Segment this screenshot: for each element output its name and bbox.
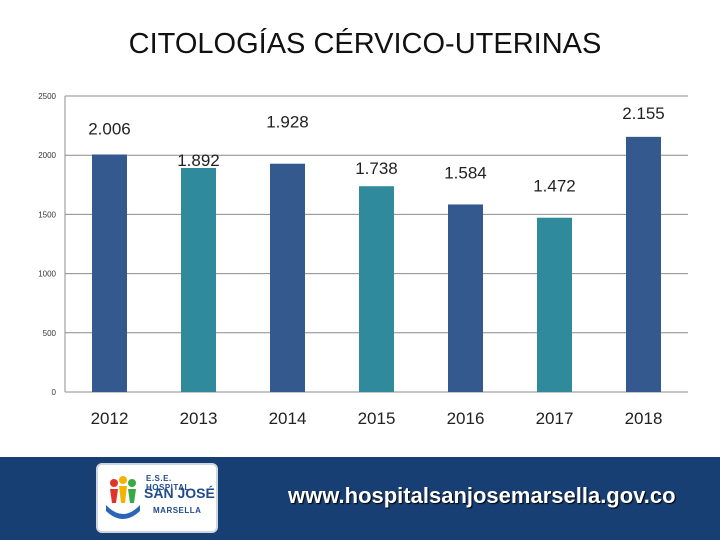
- logo-line3: MARSELLA: [153, 506, 202, 515]
- data-labels: 2.006 1.892 1.928 1.738 1.584 1.472 2.155: [88, 104, 665, 196]
- x-tick-label: 2015: [358, 409, 396, 428]
- y-tick-label: 0: [52, 388, 57, 397]
- bar-2015: [359, 186, 394, 392]
- x-tick-label: 2013: [180, 409, 218, 428]
- bar-2016: [448, 204, 483, 392]
- x-tick-label: 2014: [269, 409, 307, 428]
- logo-line1: E.S.E. HOSPITAL: [146, 474, 190, 492]
- data-label-2017: 1.472: [533, 177, 576, 196]
- chart-title: CITOLOGÍAS CÉRVICO-UTERINAS: [128, 28, 602, 60]
- bars: [92, 136, 661, 392]
- bar-2018: [626, 136, 661, 392]
- data-label-2015: 1.738: [355, 159, 398, 178]
- y-tick-label: 1000: [38, 270, 56, 279]
- y-tick-label: 500: [43, 329, 57, 338]
- hospital-logo: E.S.E. HOSPITAL SAN JOSÉ MARSELLA: [96, 463, 218, 533]
- y-tick-label: 1500: [38, 210, 56, 219]
- x-tick-label: 2018: [625, 409, 663, 428]
- logo-line2: SAN JOSÉ: [144, 485, 215, 501]
- website-link[interactable]: www.hospitalsanjosemarsella.gov.co: [288, 483, 676, 508]
- y-tick-label: 2500: [38, 92, 56, 101]
- data-label-2013: 1.892: [177, 151, 220, 170]
- x-tick-label: 2016: [447, 409, 485, 428]
- data-label-2014: 1.928: [266, 113, 309, 132]
- bar-2013: [181, 167, 216, 392]
- x-tick-label: 2012: [91, 409, 129, 428]
- tick-labels: 0 500 1000 1500 2000 2500 2012 2013 2014 2015 2016…: [38, 92, 662, 428]
- footer-banner: E.S.E. HOSPITAL SAN JOSÉ MARSELLA www.ho…: [0, 457, 720, 540]
- x-tick-label: 2017: [536, 409, 574, 428]
- bar-2017: [537, 217, 572, 392]
- data-label-2012: 2.006: [88, 119, 131, 138]
- bar-2014: [270, 163, 305, 392]
- bar-2012: [92, 154, 127, 392]
- bar-chart: 2.006 1.892 1.928 1.738 1.584 1.472 2.155 0 500…: [38, 92, 688, 428]
- hands-people-icon: [106, 476, 140, 519]
- y-tick-label: 2000: [38, 151, 56, 160]
- data-label-2016: 1.584: [444, 163, 487, 182]
- data-label-2018: 2.155: [622, 104, 665, 123]
